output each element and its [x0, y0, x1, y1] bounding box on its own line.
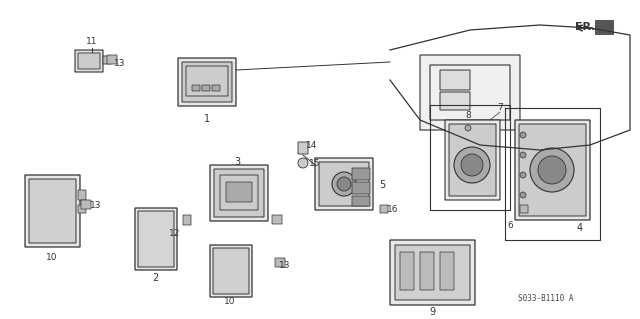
Text: 10: 10 — [46, 254, 58, 263]
FancyBboxPatch shape — [81, 200, 91, 209]
Text: 1: 1 — [204, 114, 210, 124]
FancyBboxPatch shape — [390, 240, 475, 305]
Text: 5: 5 — [379, 180, 385, 190]
FancyBboxPatch shape — [214, 169, 264, 217]
FancyBboxPatch shape — [135, 208, 177, 270]
Circle shape — [465, 125, 471, 131]
FancyBboxPatch shape — [352, 168, 370, 180]
Circle shape — [520, 132, 526, 138]
Circle shape — [520, 152, 526, 158]
Text: 8: 8 — [465, 110, 471, 120]
FancyBboxPatch shape — [29, 179, 76, 243]
Circle shape — [520, 172, 526, 178]
FancyBboxPatch shape — [420, 55, 520, 130]
FancyBboxPatch shape — [210, 245, 252, 297]
Text: 13: 13 — [279, 261, 291, 270]
FancyBboxPatch shape — [183, 215, 191, 225]
Text: S033-B1110 A: S033-B1110 A — [518, 294, 573, 303]
FancyBboxPatch shape — [25, 175, 80, 247]
FancyBboxPatch shape — [103, 56, 111, 64]
FancyBboxPatch shape — [319, 162, 369, 206]
FancyBboxPatch shape — [519, 124, 586, 216]
Circle shape — [337, 177, 351, 191]
Text: 10: 10 — [224, 298, 236, 307]
FancyBboxPatch shape — [520, 205, 528, 213]
FancyBboxPatch shape — [440, 70, 470, 90]
Circle shape — [461, 154, 483, 176]
FancyBboxPatch shape — [298, 142, 308, 154]
Text: FR.: FR. — [575, 22, 595, 32]
FancyBboxPatch shape — [192, 85, 200, 91]
Text: 13: 13 — [115, 58, 125, 68]
FancyBboxPatch shape — [272, 215, 282, 224]
Circle shape — [332, 172, 356, 196]
FancyBboxPatch shape — [380, 205, 388, 213]
FancyBboxPatch shape — [213, 248, 249, 294]
FancyBboxPatch shape — [449, 124, 496, 196]
FancyBboxPatch shape — [226, 182, 252, 202]
FancyBboxPatch shape — [445, 120, 500, 200]
Text: 16: 16 — [387, 205, 399, 214]
Text: 2: 2 — [152, 273, 158, 283]
FancyBboxPatch shape — [182, 62, 232, 102]
Circle shape — [298, 158, 308, 168]
Text: 7: 7 — [497, 103, 503, 113]
Text: 6: 6 — [507, 221, 513, 231]
FancyBboxPatch shape — [202, 85, 210, 91]
Text: 4: 4 — [577, 223, 583, 233]
FancyBboxPatch shape — [400, 252, 414, 290]
FancyBboxPatch shape — [78, 190, 86, 200]
Circle shape — [520, 192, 526, 198]
FancyBboxPatch shape — [78, 205, 86, 213]
FancyBboxPatch shape — [395, 245, 470, 300]
Circle shape — [454, 147, 490, 183]
Circle shape — [530, 148, 574, 192]
Circle shape — [538, 156, 566, 184]
FancyBboxPatch shape — [515, 120, 590, 220]
Text: 13: 13 — [90, 201, 102, 210]
Text: 15: 15 — [309, 159, 321, 167]
FancyBboxPatch shape — [440, 252, 454, 290]
Text: 14: 14 — [307, 140, 317, 150]
Bar — [595, 20, 613, 34]
Text: 11: 11 — [86, 38, 98, 47]
FancyBboxPatch shape — [75, 50, 103, 72]
FancyBboxPatch shape — [107, 55, 117, 64]
FancyBboxPatch shape — [440, 92, 470, 110]
FancyBboxPatch shape — [210, 165, 268, 221]
FancyBboxPatch shape — [352, 182, 370, 194]
FancyBboxPatch shape — [78, 53, 100, 69]
Text: 3: 3 — [234, 157, 240, 167]
Text: 12: 12 — [170, 228, 180, 238]
FancyBboxPatch shape — [212, 85, 220, 91]
FancyBboxPatch shape — [315, 158, 373, 210]
FancyBboxPatch shape — [275, 258, 285, 267]
FancyBboxPatch shape — [138, 211, 174, 267]
FancyBboxPatch shape — [420, 252, 434, 290]
Text: 9: 9 — [429, 307, 435, 317]
FancyBboxPatch shape — [352, 196, 370, 206]
FancyBboxPatch shape — [178, 58, 236, 106]
